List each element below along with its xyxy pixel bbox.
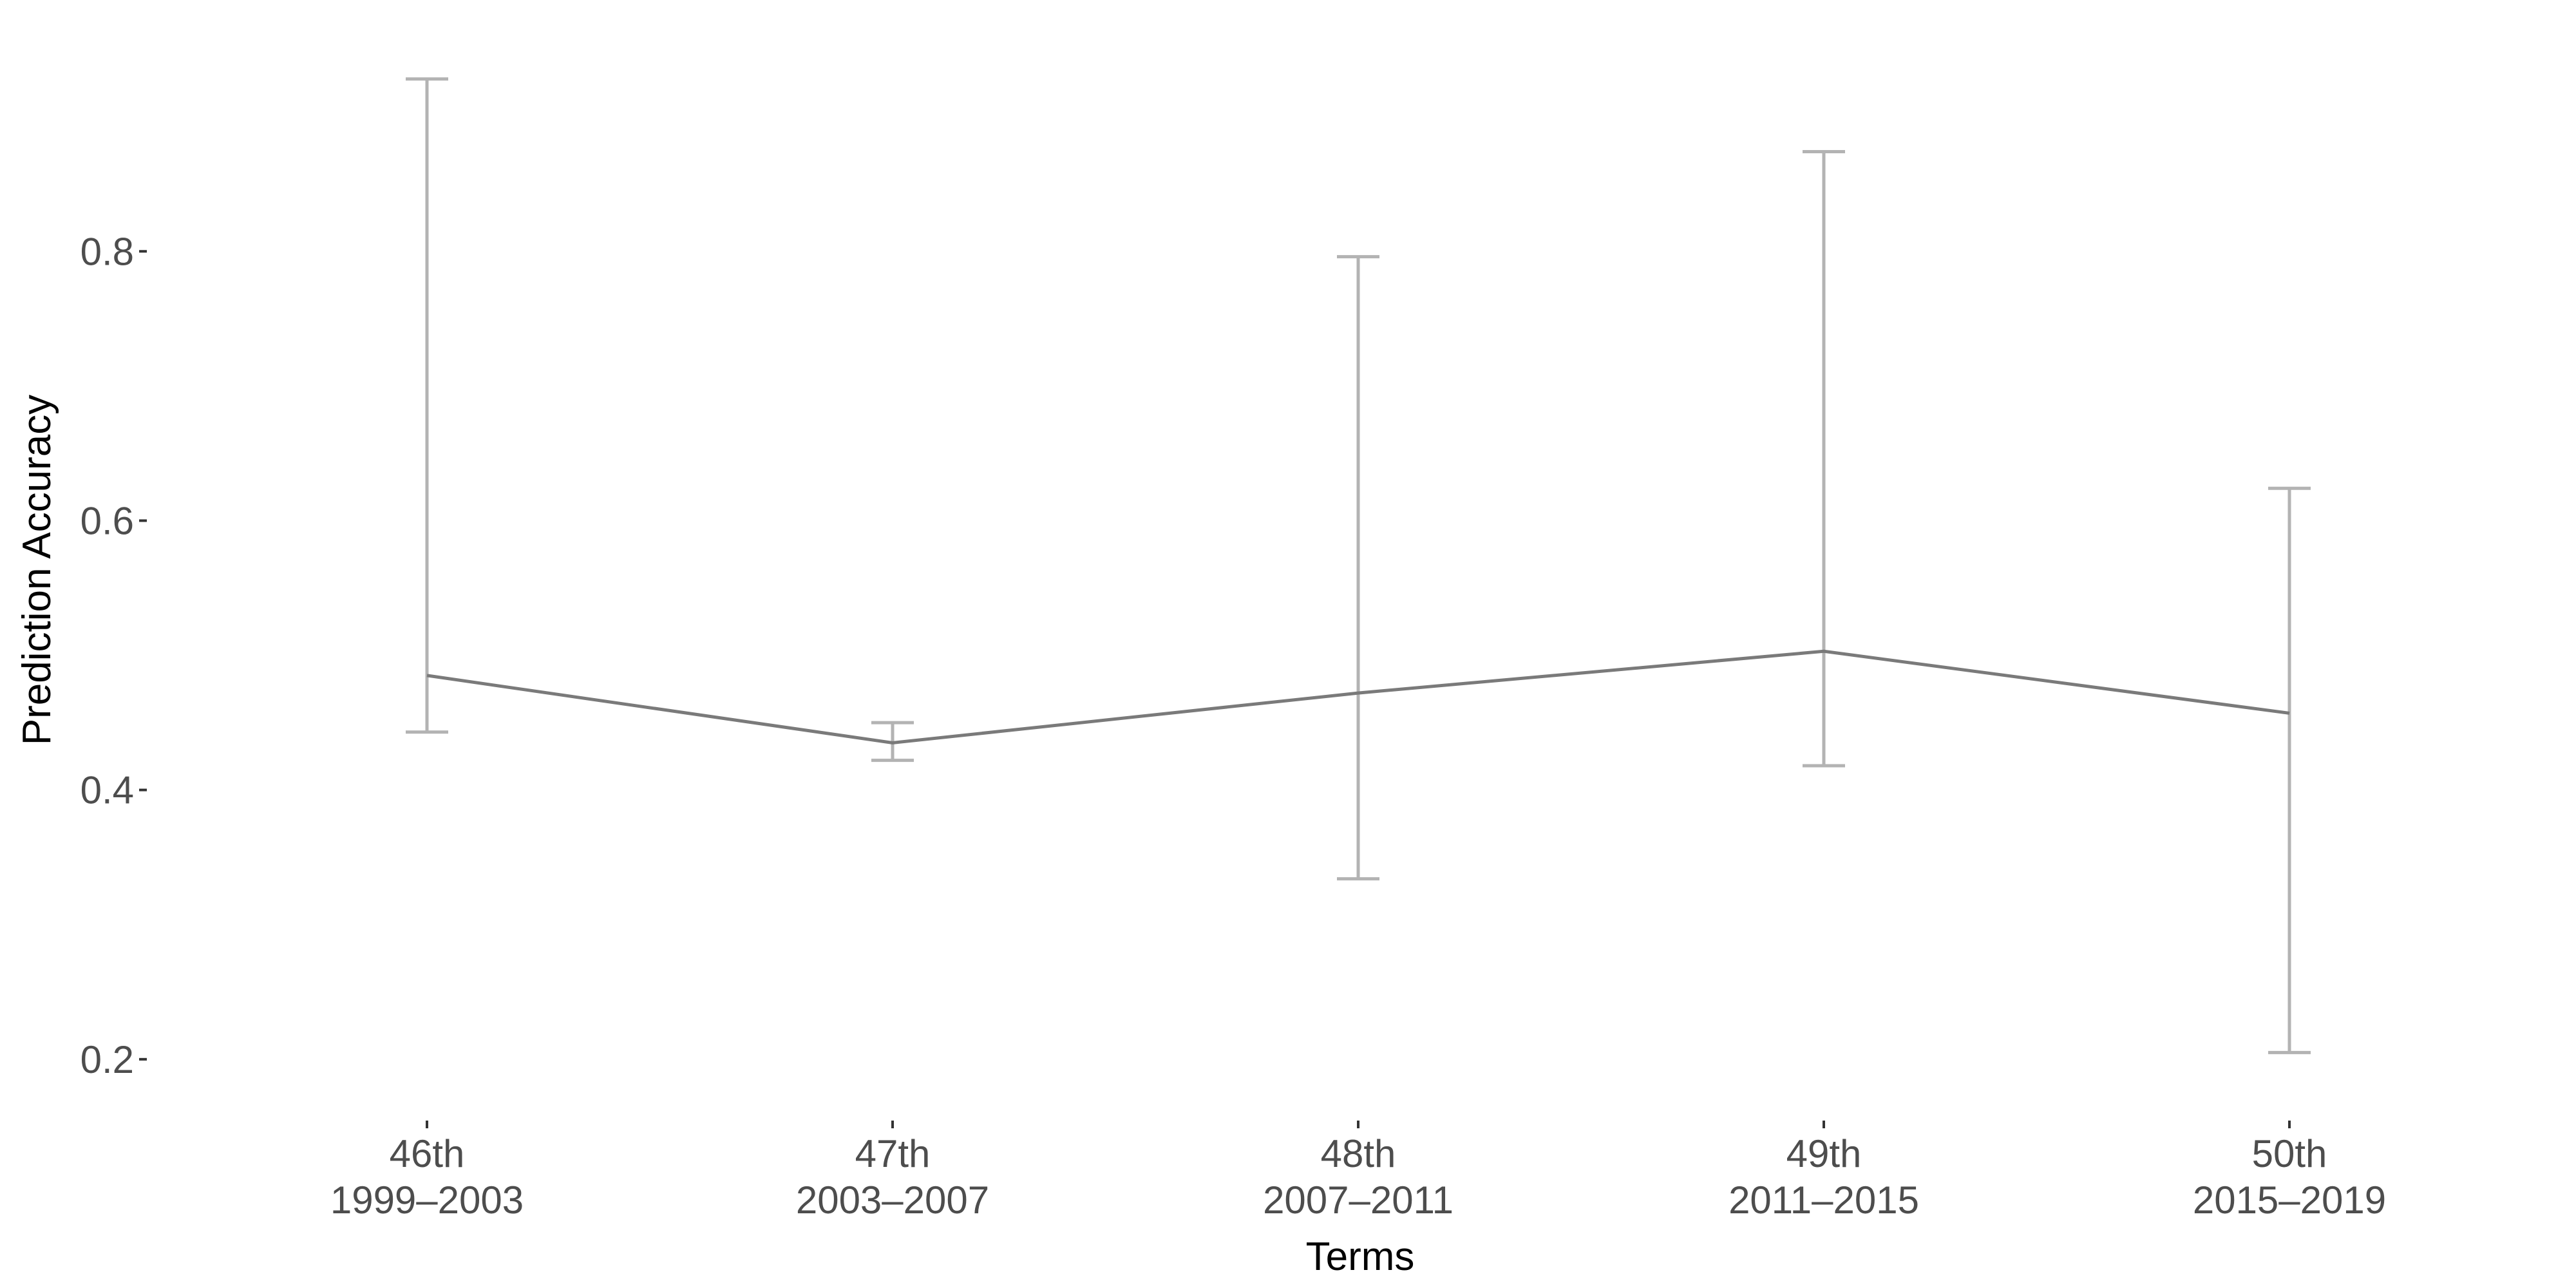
- x-tick-label-years: 2007–2011: [1263, 1179, 1454, 1222]
- series-line-group: [426, 649, 2290, 744]
- x-tick-label-years: 2011–2015: [1728, 1179, 1919, 1222]
- y-tick-label: 0.4: [80, 769, 134, 812]
- y-tick-label: 0.6: [80, 499, 134, 542]
- error-bar: [2268, 486, 2311, 1054]
- y-tick-label: 0.2: [80, 1038, 134, 1081]
- x-tick-label-term: 49th: [1786, 1132, 1862, 1175]
- x-tick-label-years: 2003–2007: [796, 1179, 989, 1222]
- error-bar: [1337, 255, 1379, 881]
- x-tick-label-term: 47th: [855, 1132, 931, 1175]
- x-tick-label-term: 50th: [2252, 1132, 2327, 1175]
- x-tick-label-years: 1999–2003: [330, 1179, 524, 1222]
- x-axis-title: Terms: [1306, 1235, 1415, 1279]
- x-tick-label-years: 2015–2019: [2193, 1179, 2386, 1222]
- series-line: [426, 649, 2290, 744]
- error-bar: [1803, 150, 1845, 768]
- x-tick-label-term: 48th: [1321, 1132, 1396, 1175]
- error-bar: [406, 77, 448, 734]
- y-axis: 0.2 0.4 0.6 0.8: [80, 230, 147, 1081]
- x-tick-label-term: 46th: [390, 1132, 465, 1175]
- error-bars: [406, 77, 2311, 1054]
- y-tick-label: 0.8: [80, 230, 134, 273]
- y-axis-title: Prediction Accuracy: [15, 395, 59, 745]
